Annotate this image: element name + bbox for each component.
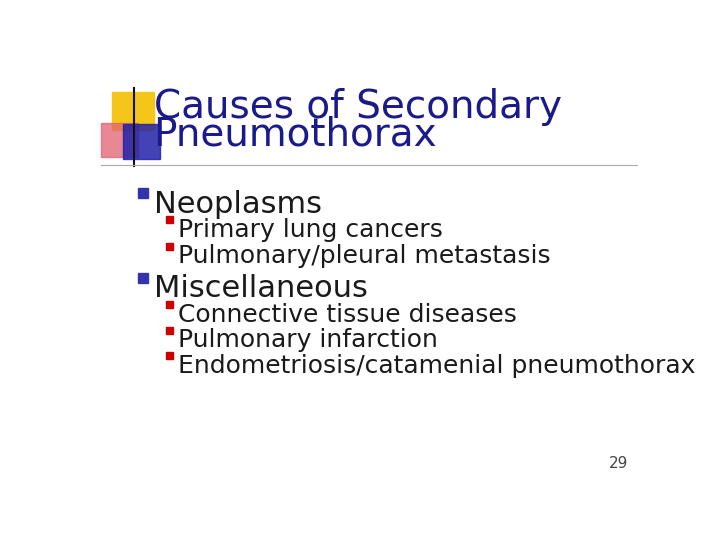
Bar [138, 188, 148, 198]
Bar [138, 273, 148, 283]
Text: Connective tissue diseases: Connective tissue diseases [179, 303, 517, 327]
Text: 29: 29 [609, 456, 629, 471]
FancyBboxPatch shape [112, 92, 154, 130]
Bar [166, 301, 173, 308]
Text: Pulmonary/pleural metastasis: Pulmonary/pleural metastasis [179, 244, 551, 268]
Text: Pulmonary infarction: Pulmonary infarction [179, 328, 438, 352]
Text: Miscellaneous: Miscellaneous [153, 274, 367, 303]
FancyBboxPatch shape [122, 124, 160, 159]
Bar [166, 217, 173, 224]
Text: Pneumothorax: Pneumothorax [153, 116, 437, 153]
Text: Primary lung cancers: Primary lung cancers [179, 218, 444, 242]
Bar [166, 352, 173, 359]
Text: Neoplasms: Neoplasms [153, 190, 322, 219]
Bar [166, 327, 173, 334]
Text: Causes of Secondary: Causes of Secondary [153, 88, 562, 126]
FancyBboxPatch shape [101, 123, 138, 157]
Bar [166, 242, 173, 249]
Text: Endometriosis/catamenial pneumothorax: Endometriosis/catamenial pneumothorax [179, 354, 696, 377]
